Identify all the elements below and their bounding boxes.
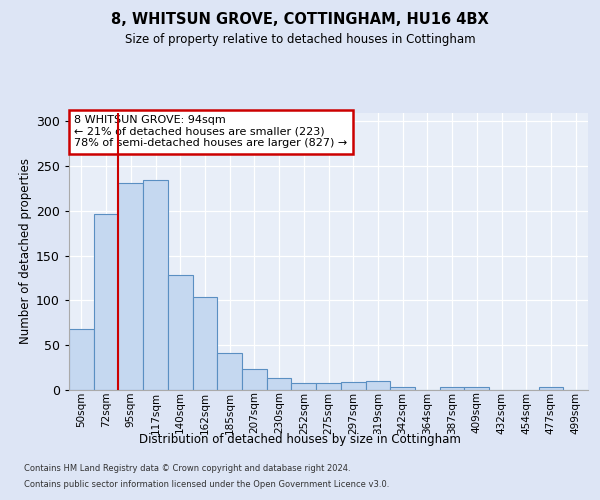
- Bar: [539, 388, 563, 390]
- Text: 8, WHITSUN GROVE, COTTINGHAM, HU16 4BX: 8, WHITSUN GROVE, COTTINGHAM, HU16 4BX: [111, 12, 489, 28]
- Bar: [94, 214, 118, 390]
- Bar: [267, 378, 292, 390]
- Bar: [365, 381, 390, 390]
- Text: Contains public sector information licensed under the Open Government Licence v3: Contains public sector information licen…: [24, 480, 389, 489]
- Bar: [118, 183, 143, 390]
- Bar: [440, 388, 464, 390]
- Bar: [168, 274, 193, 390]
- Text: Size of property relative to detached houses in Cottingham: Size of property relative to detached ho…: [125, 32, 475, 46]
- Text: Contains HM Land Registry data © Crown copyright and database right 2024.: Contains HM Land Registry data © Crown c…: [24, 464, 350, 473]
- Bar: [292, 383, 316, 390]
- Bar: [242, 370, 267, 390]
- Bar: [464, 388, 489, 390]
- Bar: [143, 180, 168, 390]
- Bar: [193, 297, 217, 390]
- Bar: [316, 383, 341, 390]
- Bar: [217, 354, 242, 390]
- Bar: [390, 388, 415, 390]
- Bar: [341, 382, 365, 390]
- Text: Distribution of detached houses by size in Cottingham: Distribution of detached houses by size …: [139, 432, 461, 446]
- Y-axis label: Number of detached properties: Number of detached properties: [19, 158, 32, 344]
- Bar: [69, 329, 94, 390]
- Text: 8 WHITSUN GROVE: 94sqm
← 21% of detached houses are smaller (223)
78% of semi-de: 8 WHITSUN GROVE: 94sqm ← 21% of detached…: [74, 116, 347, 148]
